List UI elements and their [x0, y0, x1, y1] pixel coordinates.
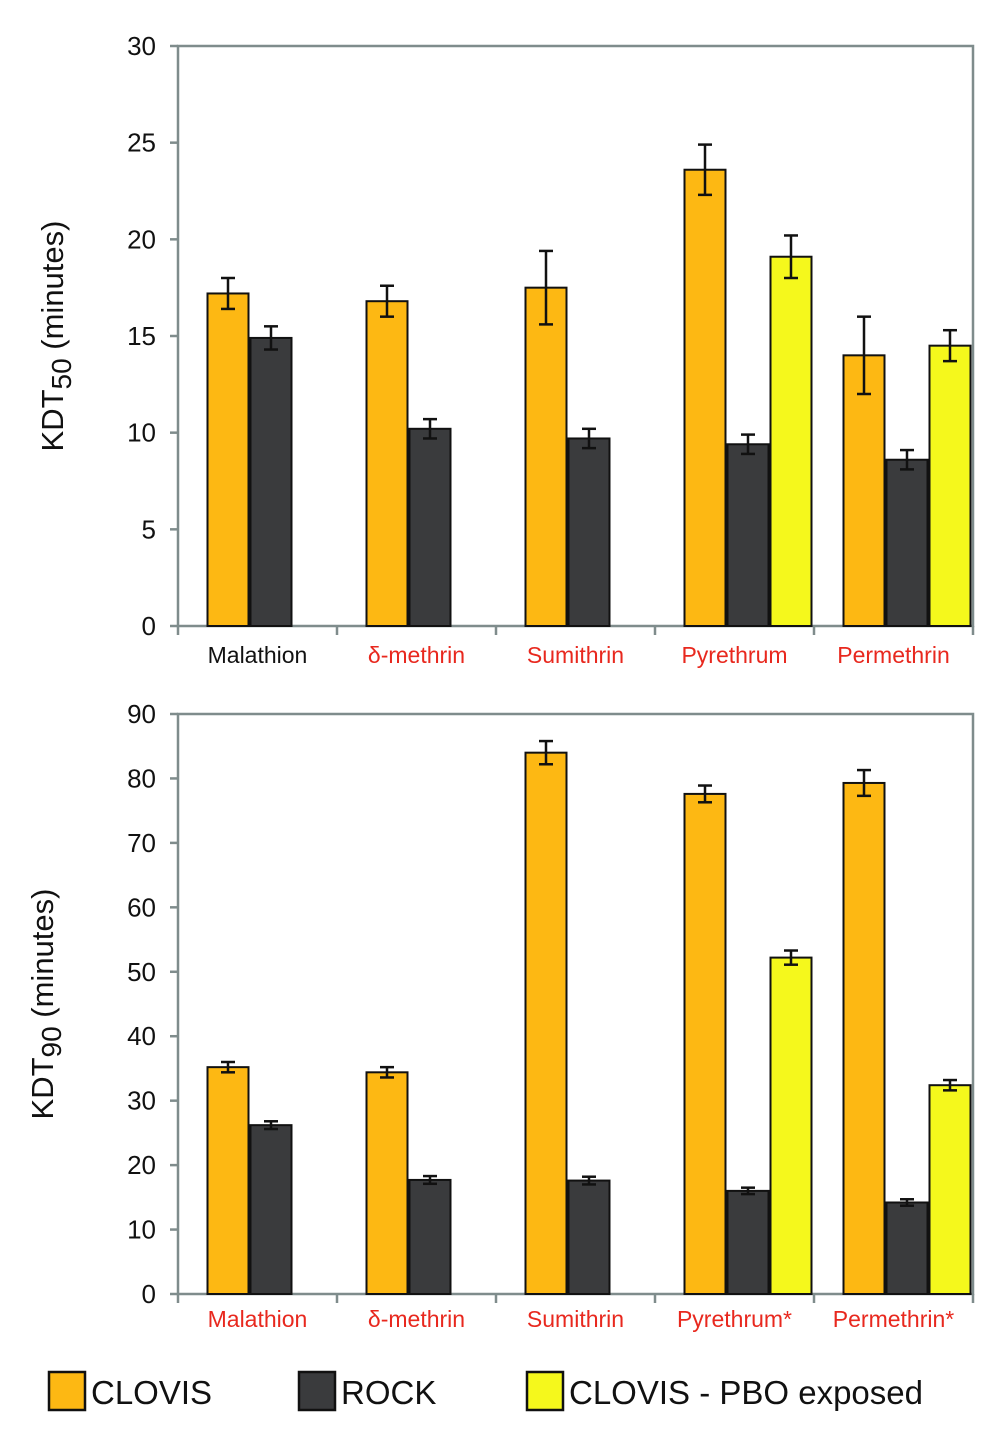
- y-tick-label: 50: [127, 957, 156, 987]
- bar-clovis-3: [683, 168, 727, 627]
- bar-rock-4: [885, 1201, 929, 1295]
- bar-clovis-2: [524, 286, 568, 627]
- y-tick-label: 30: [127, 1086, 156, 1116]
- x-category-label: δ-methrin: [368, 1306, 465, 1332]
- y-tick-label: 10: [127, 418, 156, 448]
- y-tick-label: 15: [127, 321, 156, 351]
- y-tick-label: 70: [127, 828, 156, 858]
- y-tick-label: 40: [127, 1021, 156, 1051]
- bar-clovis-3: [683, 792, 727, 1296]
- bar-clovis-0: [206, 292, 250, 627]
- bar-rock-2: [567, 1179, 611, 1295]
- bar-rock-2: [567, 437, 611, 628]
- bar-clovis-4: [842, 354, 886, 627]
- bar-rock-1: [408, 1178, 452, 1296]
- bar-clovis-0: [206, 1066, 250, 1295]
- x-category-label: δ-methrin: [368, 642, 465, 668]
- y-tick-label: 60: [127, 892, 156, 922]
- y-tick-label: 90: [127, 699, 156, 729]
- legend-swatch-clovis: [47, 1370, 87, 1412]
- x-category-label: Permethrin: [837, 642, 949, 668]
- bar-clovis-1: [365, 300, 409, 627]
- y-tick-label: 80: [127, 763, 156, 793]
- x-category-label: Sumithrin: [527, 642, 624, 668]
- legend-label-clovis: CLOVIS: [91, 1374, 212, 1411]
- x-category-label: Permethrin*: [833, 1306, 954, 1332]
- legend-label-pbo: CLOVIS - PBO exposed: [569, 1374, 923, 1411]
- y-axis-title: KDT50 (minutes): [35, 221, 77, 452]
- y-tick-label: 30: [127, 31, 156, 61]
- bar-clovis-2: [524, 751, 568, 1295]
- bar-pbo-3: [769, 956, 813, 1295]
- bar-rock-3: [726, 1189, 770, 1296]
- bar-pbo-3: [769, 255, 813, 627]
- bar-clovis-1: [365, 1071, 409, 1296]
- x-category-label: Pyrethrum: [681, 642, 787, 668]
- chart-legend: CLOVIS ROCK CLOVIS - PBO exposed: [47, 1370, 923, 1412]
- x-category-label: Malathion: [208, 1306, 308, 1332]
- x-category-label: Malathion: [208, 642, 308, 668]
- y-tick-label: 5: [142, 514, 156, 544]
- bar-pbo-4: [928, 344, 972, 627]
- legend-label-rock: ROCK: [341, 1374, 436, 1411]
- bar-rock-1: [408, 427, 452, 627]
- legend-swatch-rock: [297, 1370, 337, 1412]
- bar-pbo-4: [928, 1084, 972, 1295]
- bar-rock-3: [726, 443, 770, 627]
- y-tick-label: 25: [127, 128, 156, 158]
- kdt50-chart-panel: 0 5 10 15 20 25 30 Malathion δ-methrin Sumithrin P…: [35, 31, 975, 668]
- bar-clovis-4: [842, 781, 886, 1295]
- kdt90-chart-panel: 0 10 20 30 40 50 60 70 80 90 Malathion δ-methrin Sum…: [25, 699, 975, 1332]
- bar-rock-0: [249, 1124, 293, 1295]
- y-tick-label: 20: [127, 224, 156, 254]
- bar-rock-4: [885, 458, 929, 627]
- y-tick-label: 0: [142, 611, 156, 641]
- y-axis-title: KDT90 (minutes): [25, 889, 67, 1120]
- x-category-label: Sumithrin: [527, 1306, 624, 1332]
- y-tick-label: 0: [142, 1279, 156, 1309]
- y-tick-label: 20: [127, 1150, 156, 1180]
- bar-rock-0: [249, 336, 293, 627]
- y-tick-label: 10: [127, 1215, 156, 1245]
- x-category-label: Pyrethrum*: [677, 1306, 792, 1332]
- legend-swatch-pbo: [525, 1370, 565, 1412]
